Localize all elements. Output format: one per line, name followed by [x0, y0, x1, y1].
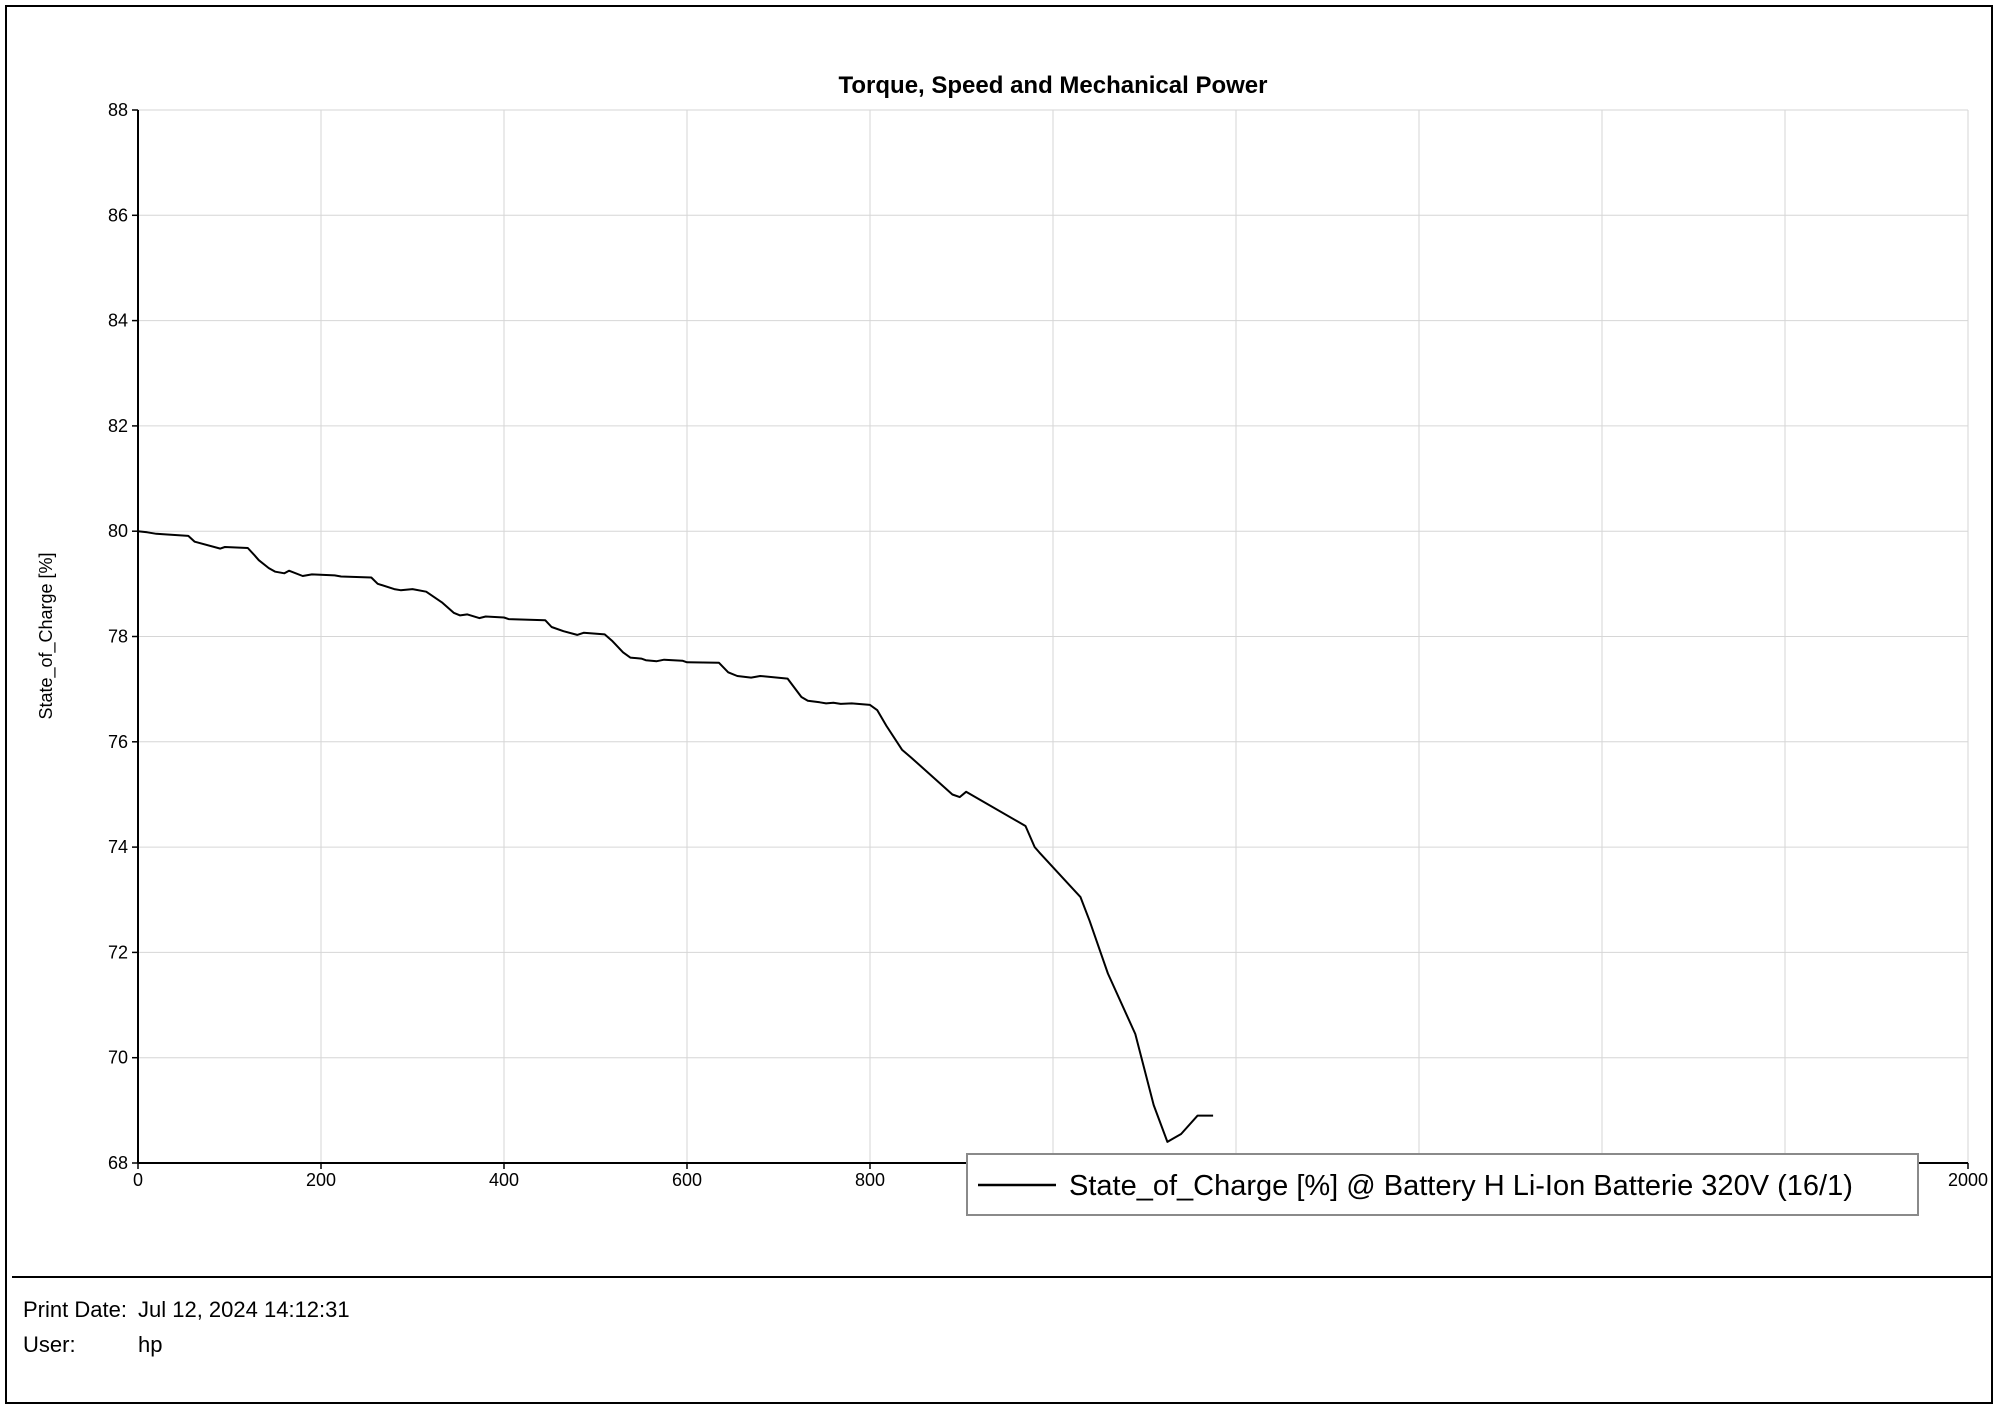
print-date-label: Print Date:	[23, 1297, 127, 1322]
x-tick-label: 200	[306, 1170, 336, 1190]
y-tick-label: 72	[108, 942, 128, 962]
x-tick-label: 400	[489, 1170, 519, 1190]
legend-box	[966, 1153, 1919, 1216]
y-axis-label: State_of_Charge [%]	[36, 552, 57, 719]
y-tick-label: 78	[108, 627, 128, 647]
print-date-value: Jul 12, 2024 14:12:31	[138, 1297, 350, 1322]
y-tick-label: 80	[108, 521, 128, 541]
series-lines	[137, 530, 1214, 1143]
user-value: hp	[138, 1332, 163, 1357]
y-tick-label: 88	[108, 100, 128, 120]
y-tick-label: 68	[108, 1153, 128, 1173]
x-tick-label: 2000	[1948, 1170, 1988, 1190]
legend: State_of_Charge [%] @ Battery H Li-Ion B…	[966, 1153, 1919, 1216]
y-tick-label: 74	[108, 837, 128, 857]
y-tick-label: 86	[108, 205, 128, 225]
x-tick-label: 0	[133, 1170, 143, 1190]
user-label: User:	[23, 1332, 76, 1357]
y-tick-label: 70	[108, 1048, 128, 1068]
page-frame	[5, 5, 1993, 1404]
x-tick-label: 800	[855, 1170, 885, 1190]
y-tick-label: 76	[108, 732, 128, 752]
tick-labels: 0 200 400 600 800 2000 68 70 72 74 76 78 80 82 84 86 88	[108, 100, 1988, 1190]
chart-title: Torque, Speed and Mechanical Power	[839, 72, 1268, 99]
series-line-state-of-charge	[137, 530, 1214, 1143]
footer-divider	[12, 1276, 1992, 1278]
y-tick-label: 84	[108, 311, 128, 331]
grid-lines	[138, 109, 1969, 1163]
x-tick-label: 600	[672, 1170, 702, 1190]
legend-label: State_of_Charge [%] @ Battery H Li-Ion B…	[1069, 1170, 1853, 1202]
y-tick-label: 82	[108, 416, 128, 436]
